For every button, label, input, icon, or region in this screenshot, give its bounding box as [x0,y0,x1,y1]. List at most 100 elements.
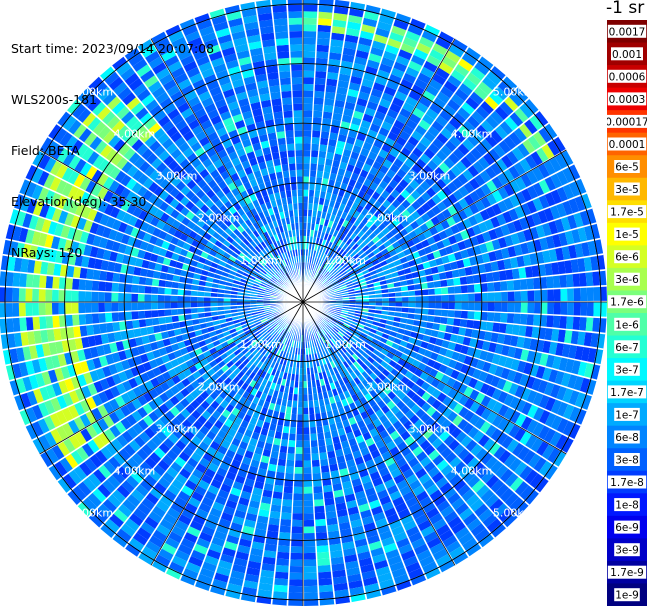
ppi-cell [366,335,374,342]
ppi-cell [514,501,529,517]
ppi-cell [331,317,339,322]
ppi-cell [339,283,347,288]
ppi-cell [421,288,429,296]
ppi-cell [269,338,276,345]
ppi-cell [313,90,325,99]
ppi-cell [402,490,416,502]
ppi-cell [105,354,115,366]
ppi-cell [282,499,293,507]
ppi-cell [436,381,447,392]
ppi-cell [236,503,249,513]
ppi-cell [364,157,375,167]
ppi-cell [338,161,348,170]
ppi-cell [233,202,242,212]
ppi-cell [533,314,541,326]
ppi-cell [79,191,91,206]
ppi-cell [286,346,291,354]
ppi-cell [241,366,249,374]
ppi-cell [454,361,464,372]
ppi-cell [556,385,567,401]
ppi-cell [319,137,329,146]
ppi-cell [337,320,345,325]
ppi-cell [172,428,184,440]
ppi-cell [145,277,153,287]
ppi-cell [311,143,319,151]
ppi-cell [539,314,548,327]
ppi-cell [199,275,208,282]
ppi-cell [473,311,482,320]
ppi-cell [94,334,103,346]
ppi-cell [125,543,141,557]
ppi-cell [415,467,428,479]
ppi-cell [338,248,345,256]
ppi-cell [439,559,455,573]
ppi-cell [575,408,587,425]
ppi-cell [121,92,136,106]
ppi-cell [53,263,62,277]
ppi-cell [520,416,533,431]
ppi-cell [328,321,336,327]
ppi-cell [266,284,274,289]
ppi-cell [66,227,77,241]
ppi-cell [35,246,45,261]
ppi-cell [272,339,278,347]
ppi-cell [263,357,270,365]
ppi-cell [275,282,282,288]
ppi-cell [234,338,242,346]
ppi-cell [357,347,365,355]
ppi-cell [475,392,486,404]
ppi-cell [349,216,357,225]
ppi-cell [342,227,350,236]
ppi-cell [346,459,357,468]
ppi-cell [230,487,242,497]
ppi-cell [335,274,342,281]
ppi-cell [139,327,148,337]
ppi-cell [344,493,356,503]
ppi-cell [207,484,220,496]
ppi-cell [152,529,168,543]
ppi-cell [25,229,35,245]
ppi-cell [217,288,225,294]
ppi-cell [101,226,112,239]
ppi-cell [144,427,156,440]
ppi-cell [217,445,228,456]
ppi-cell [391,240,401,249]
ppi-cell [500,487,515,503]
ppi-cell [351,478,363,487]
ppi-cell [240,278,248,284]
ppi-cell [497,417,509,431]
ppi-cell [406,318,414,325]
ppi-cell [319,329,325,337]
ppi-cell [254,321,262,326]
ppi-cell [442,395,453,407]
ppi-cell [341,325,349,331]
ppi-cell [391,198,401,209]
ppi-cell [505,472,519,487]
ppi-cell [411,508,426,520]
ppi-cell [5,303,13,318]
ppi-cell [457,353,467,363]
ppi-cell [450,69,466,83]
ppi-cell [431,137,444,150]
ppi-cell [303,37,316,45]
ppi-cell [135,336,144,347]
ppi-cell [339,434,348,443]
ppi-cell [470,66,486,81]
ppi-cell [321,319,328,326]
ppi-cell [224,541,238,551]
ppi-cell [263,550,277,559]
ppi-cell [243,580,259,590]
ppi-cell [513,161,526,176]
ppi-cell [414,313,422,321]
ppi-cell [234,259,242,266]
ppi-cell [513,313,521,324]
ppi-cell [405,496,419,508]
ppi-cell [303,143,311,151]
ppi-cell [270,361,277,369]
ppi-cell [329,423,338,432]
ppi-cell [104,388,115,401]
ppi-cell [62,392,74,407]
ppi-cell [347,348,355,356]
ppi-cell [303,117,312,124]
